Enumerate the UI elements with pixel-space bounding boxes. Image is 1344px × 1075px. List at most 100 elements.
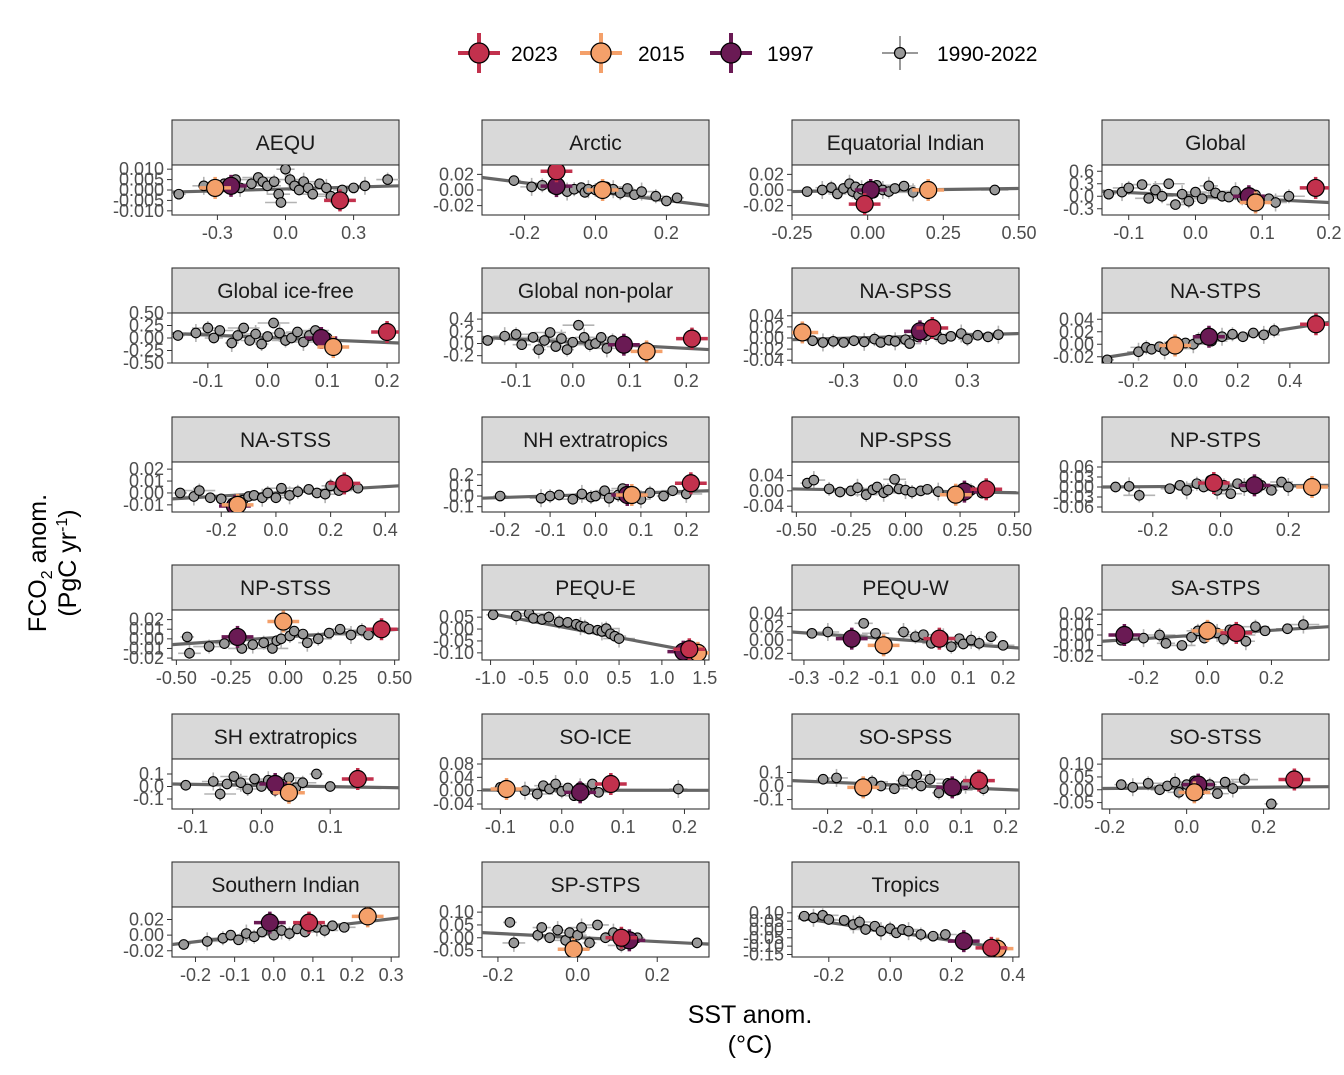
data-point-1990-2022 bbox=[233, 934, 244, 946]
data-point-2015 bbox=[637, 342, 656, 361]
x-tick-label: 1.5 bbox=[692, 668, 717, 688]
panel-data-layer bbox=[792, 174, 1019, 215]
data-point-1990-2022 bbox=[1266, 484, 1277, 496]
data-point-1990-2022 bbox=[831, 772, 842, 784]
y-tick-label: 0.05 bbox=[439, 915, 474, 935]
panel-data-layer bbox=[172, 610, 399, 660]
panel-sh-extratropics: SH extratropics-0.1 0.0 0.1-0.10.00.1 bbox=[133, 713, 400, 837]
data-point-1990-2022 bbox=[262, 487, 274, 499]
x-tick-label: 0.2 bbox=[674, 520, 699, 540]
data-point-1990-2022 bbox=[1150, 184, 1161, 196]
data-point-2023 bbox=[1227, 623, 1246, 643]
y-tick-label: -0.1 bbox=[443, 497, 474, 517]
y-tick-label: 0.10 bbox=[1059, 754, 1094, 774]
data-point-1990-2022 bbox=[1176, 188, 1188, 200]
data-point-1990-2022 bbox=[945, 330, 957, 342]
x-tick-label: 0.25 bbox=[943, 520, 978, 540]
data-point-2015 bbox=[793, 323, 812, 342]
x-tick-label: 0.0 bbox=[904, 817, 929, 837]
data-point-1990-2022 bbox=[215, 493, 227, 505]
x-tick-label: 0.50 bbox=[377, 668, 412, 688]
data-point-1990-2022 bbox=[539, 335, 550, 346]
data-point-2015 bbox=[564, 940, 583, 957]
panel-np-stps: NP-STPS -0.2 0.0 0.2 -0.06-0.030.000.030.06 bbox=[1053, 416, 1330, 540]
facet-strip-label: NA-STPS bbox=[1170, 280, 1261, 303]
y-axis-title-unit: (PgC yr-1) bbox=[54, 509, 82, 616]
data-point-2015 bbox=[497, 779, 516, 799]
facet-strip-label: Tropics bbox=[871, 874, 939, 897]
data-point-1990-2022 bbox=[1196, 193, 1208, 205]
data-point-1990-2022 bbox=[595, 332, 607, 343]
data-point-1990-2022 bbox=[897, 775, 909, 786]
panel-data-layer bbox=[172, 472, 399, 512]
data-point-1990-2022 bbox=[807, 335, 818, 347]
x-tick-label: -0.3 bbox=[788, 668, 819, 688]
data-point-1990-2022 bbox=[510, 610, 522, 622]
data-point-1990-2022 bbox=[898, 180, 910, 192]
facet-strip bbox=[171, 713, 400, 760]
data-point-1990-2022 bbox=[578, 332, 590, 343]
data-point-1990-2022 bbox=[1237, 331, 1249, 343]
legend-item-1990-2022: 1990-2022 bbox=[882, 36, 1037, 70]
data-point-1990-2022 bbox=[270, 492, 282, 504]
data-point-1990-2022 bbox=[312, 633, 324, 645]
facet-strip-label: Global ice-free bbox=[217, 280, 354, 303]
y-tick-label: -0.04 bbox=[743, 350, 784, 370]
x-tick-label: 0.3 bbox=[955, 371, 980, 391]
x-tick-label: 0.2 bbox=[654, 223, 679, 243]
y-tick-label: 0.02 bbox=[749, 617, 784, 637]
y-tick-label: 0.05 bbox=[1059, 767, 1094, 787]
data-point-2023 bbox=[348, 769, 367, 789]
data-point-1990-2022 bbox=[533, 344, 545, 355]
data-point-1990-2022 bbox=[235, 777, 247, 789]
facet-strip bbox=[1101, 119, 1330, 166]
data-point-1997 bbox=[221, 176, 241, 195]
y-tick-label: -0.02 bbox=[743, 196, 784, 216]
data-point-1990-2022 bbox=[1160, 637, 1172, 649]
panel-data-layer bbox=[172, 317, 399, 358]
data-point-2023 bbox=[601, 774, 620, 794]
x-tick-label: -0.25 bbox=[210, 668, 251, 688]
data-point-1990-2022 bbox=[1270, 197, 1281, 208]
data-point-2015 bbox=[919, 180, 938, 200]
data-point-1990-2022 bbox=[1218, 633, 1229, 645]
panel-data-layer bbox=[1102, 768, 1329, 809]
data-point-1990-2022 bbox=[1225, 488, 1237, 500]
x-tick-label: 0.00 bbox=[888, 520, 923, 540]
y-tick-label: 0.06 bbox=[1059, 457, 1094, 477]
facet-strip-label: NA-SPSS bbox=[859, 280, 951, 303]
legend-2023-marker bbox=[468, 42, 490, 64]
y-tick-label: -0.10 bbox=[433, 643, 474, 663]
data-point-1990-2022 bbox=[173, 188, 185, 200]
x-tick-label: 0.0 bbox=[1173, 371, 1198, 391]
facet-strip-label: PEQU-E bbox=[555, 577, 636, 600]
facet-strip bbox=[171, 564, 400, 611]
facet-strip-label: Global bbox=[1185, 132, 1246, 155]
data-point-1990-2022 bbox=[510, 328, 522, 340]
facet-strip bbox=[481, 861, 710, 908]
panel-data-layer bbox=[172, 165, 399, 212]
y-tick-label: -0.05 bbox=[433, 941, 474, 961]
data-point-1990-2022 bbox=[536, 922, 548, 933]
data-point-1990-2022 bbox=[889, 183, 901, 194]
data-point-1990-2022 bbox=[667, 485, 679, 497]
y-tick-label: -0.02 bbox=[743, 339, 784, 359]
data-point-1990-2022 bbox=[550, 778, 561, 790]
x-tick-label: 0.0 bbox=[583, 520, 608, 540]
data-point-1990-2022 bbox=[319, 925, 330, 936]
panel-data-layer bbox=[172, 768, 399, 804]
regression-line bbox=[482, 931, 709, 946]
data-point-1990-2022 bbox=[323, 627, 335, 639]
facet-strip-label: Global non-polar bbox=[518, 280, 673, 303]
x-tick-label: 0.00 bbox=[850, 223, 885, 243]
panel-data-layer bbox=[1102, 176, 1329, 214]
data-point-1990-2022 bbox=[854, 916, 865, 928]
data-point-1990-2022 bbox=[1183, 195, 1195, 207]
data-point-1990-2022 bbox=[516, 339, 528, 351]
panel-tropics: Tropics -0.2 0.0 0.2 0.4 -0.15-0.10-0.050.000… bbox=[743, 861, 1025, 985]
panel-data-layer bbox=[482, 917, 709, 957]
panel-na-spss: NA-SPSS -0.3 0.0 0.3 -0.04-0.020.000.020.04 bbox=[743, 267, 1020, 391]
data-point-1990-2022 bbox=[875, 925, 887, 937]
data-point-1990-2022 bbox=[274, 327, 285, 339]
data-point-1990-2022 bbox=[543, 611, 555, 623]
